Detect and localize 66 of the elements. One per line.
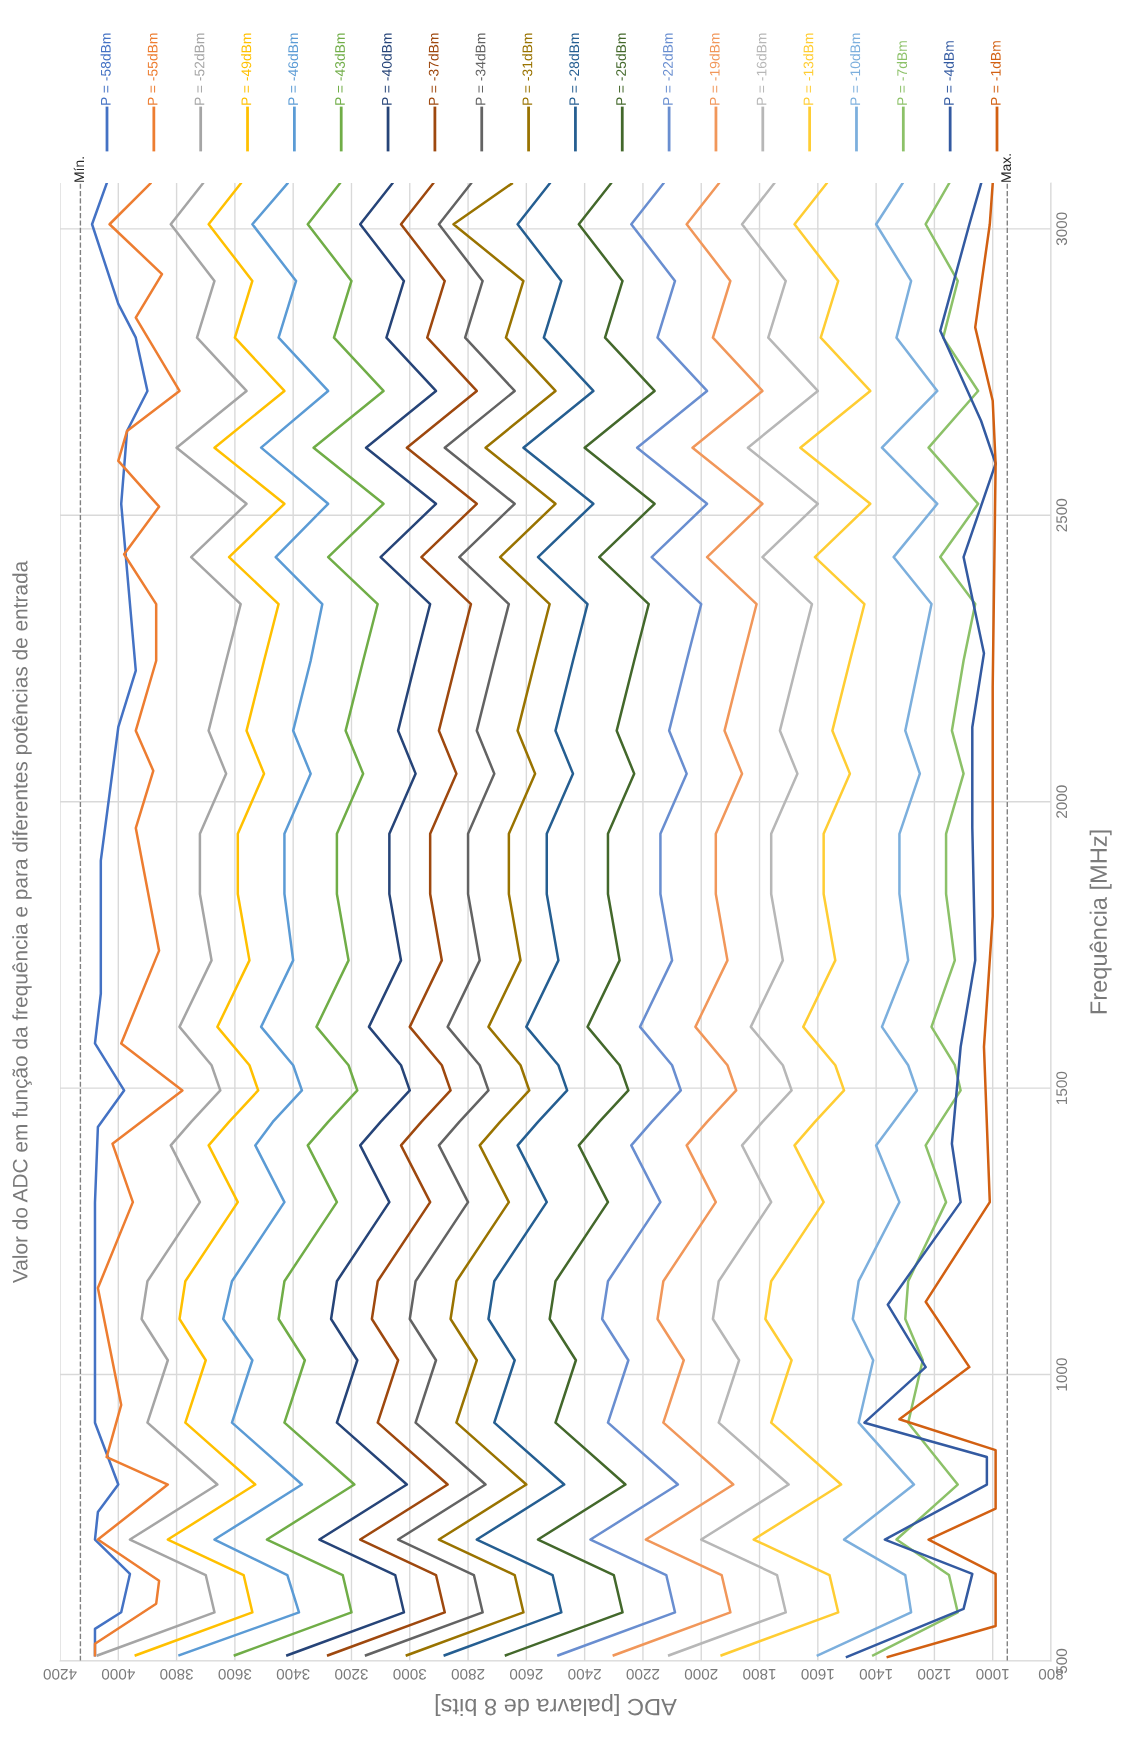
text: P = -52dBm	[194, 33, 205, 105]
x-tick-label: 3400	[276, 1668, 310, 1680]
x-tick-label: 2200	[626, 1668, 660, 1680]
x-tick-label: 2800	[451, 1668, 485, 1680]
line-series	[96, 183, 248, 1657]
x-tick-label: 3800	[160, 1668, 193, 1680]
x-tick-label: 3000	[393, 1668, 427, 1680]
text: P = -22dBm	[662, 33, 673, 105]
x-tick-label: 2600	[509, 1668, 543, 1680]
x-tick-label: 3600	[218, 1668, 252, 1680]
x-tick-label: 1800	[743, 1668, 776, 1680]
line-series	[612, 183, 764, 1657]
line-series	[443, 183, 595, 1657]
line-series	[405, 183, 557, 1657]
text: P = -46dBm	[287, 33, 299, 105]
x-tick-label: 1000	[976, 1668, 1009, 1680]
y-tick-label: 2500	[1056, 498, 1068, 532]
line-series	[134, 183, 286, 1657]
text: P = -28dBm	[568, 33, 580, 105]
line-series	[178, 183, 330, 1657]
text: P = -40dBm	[381, 33, 392, 105]
line-series	[364, 183, 516, 1657]
y-tick-label: 1500	[1056, 1071, 1068, 1104]
text: P = -49dBm	[241, 33, 252, 105]
text: Valor do ADC em função da frequência e para diferentes potências de entrada	[12, 560, 32, 1284]
x-tick-label: 2400	[568, 1668, 601, 1680]
text: P = -58dBm	[100, 33, 111, 105]
text: P = -4dBm	[943, 41, 954, 105]
text: P = -1dBm	[990, 41, 1001, 105]
x-tick-label: 1200	[918, 1668, 951, 1680]
text: P = -10dBm	[850, 33, 861, 105]
x-axis-title: ADC [palavra de 8 bits]	[435, 1693, 677, 1716]
line-series	[504, 183, 656, 1657]
x-tick-label: 4000	[101, 1668, 135, 1680]
x-tick-label: 3200	[335, 1668, 368, 1680]
line-series	[557, 183, 709, 1657]
line-series	[667, 183, 820, 1657]
text: P = -43dBm	[334, 33, 345, 105]
y-axis-title: Frequência [MHz]	[1089, 830, 1112, 1014]
line-series	[326, 183, 479, 1657]
x-tick-label: 4200	[43, 1668, 77, 1680]
text: P = -25dBm	[615, 33, 626, 105]
text: P = -7dBm	[896, 41, 908, 105]
line-series	[233, 183, 385, 1657]
line-series	[845, 183, 997, 1659]
line-series	[871, 183, 980, 1657]
text: P = -31dBm	[522, 33, 533, 105]
line-series	[720, 183, 872, 1657]
x-tick-label: 1400	[859, 1668, 892, 1680]
text: P = -16dBm	[756, 33, 767, 105]
text: P = -55dBm	[147, 33, 158, 105]
y-tick-label: 3000	[1056, 212, 1068, 246]
line-series	[816, 183, 939, 1657]
ref-line-label: Max.	[1001, 154, 1012, 182]
text: P = -19dBm	[709, 33, 720, 105]
x-tick-label: 1600	[801, 1668, 834, 1680]
y-tick-label: 1000	[1056, 1358, 1068, 1391]
line-series	[886, 183, 997, 1659]
x-tick-label: 2000	[684, 1668, 718, 1680]
text: P = -37dBm	[428, 33, 439, 105]
y-tick-label: 2000	[1056, 785, 1068, 818]
text: P = -34dBm	[475, 33, 486, 105]
line-series	[93, 183, 184, 1657]
ref-line-label: Mín.	[73, 157, 84, 182]
text: P = -13dBm	[803, 33, 814, 105]
line-series	[286, 183, 438, 1657]
